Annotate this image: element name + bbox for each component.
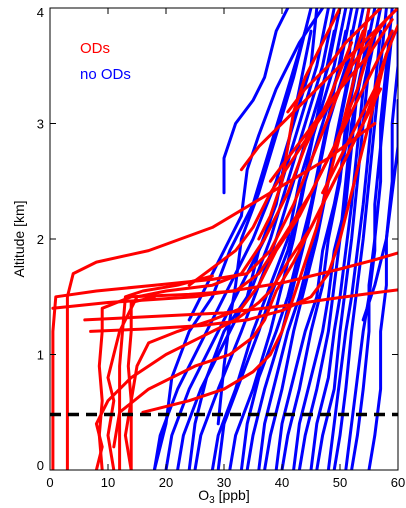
axis-ticks (49, 7, 399, 471)
x-tick-label-0: 0 (46, 475, 53, 490)
profile-no-ods-11 (315, 8, 383, 470)
profile-no-ods-24 (344, 29, 394, 470)
profile-no-ods-19 (257, 29, 354, 470)
x-axis-label: O3 [ppb] (198, 487, 249, 506)
x-tick-label-50: 50 (333, 475, 347, 490)
profile-no-ods-27 (216, 8, 313, 426)
x-tick-label-10: 10 (101, 475, 115, 490)
profile-no-ods-21 (292, 29, 371, 470)
legend-entry-no-ods: no ODs (80, 66, 131, 83)
profile-no-ods-26 (222, 8, 290, 195)
profile-no-ods-3 (176, 8, 336, 470)
profile-no-ods-2 (164, 8, 330, 470)
profile-ods-15 (257, 8, 342, 241)
ods-profiles-layer (51, 8, 398, 470)
profile-ods-13 (126, 295, 156, 470)
legend: ODs no ODs (80, 40, 131, 83)
x-axis-label-base: O (198, 487, 209, 503)
y-tick-label-4: 4 (37, 5, 44, 20)
x-axis-label-subscript: 3 (209, 495, 215, 506)
profile-ods-11 (89, 52, 388, 333)
profile-no-ods-15 (152, 29, 307, 470)
x-axis-label-unit: [ppb] (215, 487, 250, 503)
profile-no-ods-14 (367, 8, 398, 470)
profile-ods-12 (118, 274, 214, 470)
x-tick-label-40: 40 (275, 475, 289, 490)
profile-ods-16 (286, 8, 383, 114)
profile-ods-10 (141, 8, 371, 414)
profile-ods-7 (112, 75, 383, 449)
x-tick-label-60: 60 (391, 475, 405, 490)
y-tick-label-0: 0 (37, 458, 44, 473)
profile-ods-19 (187, 18, 394, 287)
y-axis-label: Altitude [km] (11, 200, 27, 277)
x-tick-label-30: 30 (217, 475, 231, 490)
y-tick-label-3: 3 (37, 117, 44, 132)
profile-ods-3 (106, 41, 354, 470)
y-tick-label-1: 1 (37, 348, 44, 363)
profile-ods-9 (83, 288, 398, 322)
profile-ods-14 (239, 8, 398, 172)
profile-ods-18 (321, 23, 398, 195)
y-tick-label-2: 2 (37, 232, 44, 247)
x-tick-label-20: 20 (159, 475, 173, 490)
profile-no-ods-28 (361, 98, 398, 322)
legend-entry-ods: ODs (80, 40, 110, 57)
profile-ods-8 (51, 251, 398, 310)
